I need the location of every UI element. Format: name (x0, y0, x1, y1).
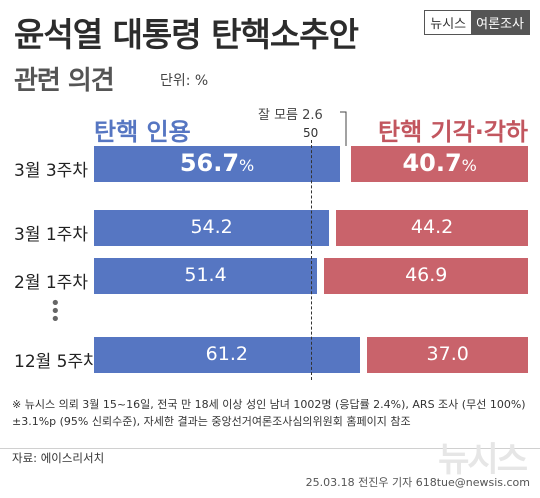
category-label: 12월 5주차 (14, 352, 99, 372)
value-text: 40.7 (402, 149, 462, 177)
brand-tag: 여론조사 (471, 11, 529, 34)
bar-oppose (351, 146, 528, 182)
bar-support (94, 210, 330, 246)
value-text: 51.4 (184, 264, 227, 286)
unit-label: 단위: % (160, 73, 209, 89)
value-label-support: 61.2 (206, 343, 248, 365)
category-label: 3월 3주차 (14, 161, 88, 181)
source-label: 자료: 에이스리서치 (12, 451, 105, 465)
legend-dont-know: 잘 모름 2.6 (258, 108, 323, 123)
brand-badge: 뉴시스 여론조사 (424, 10, 530, 35)
bar-oppose (336, 210, 528, 246)
bar-oppose (367, 337, 528, 373)
value-label-oppose: 37.0 (427, 343, 469, 365)
ellipsis-dots: • • • (50, 293, 61, 330)
category-label: 2월 1주차 (14, 273, 88, 293)
value-text: 44.2 (410, 216, 454, 238)
value-label-support: 54.2 (190, 216, 232, 238)
bar-support (94, 337, 360, 373)
watermark-logo: 뉴시스 (438, 440, 528, 480)
reference-line-50 (311, 140, 312, 380)
category-label: 3월 1주차 (14, 225, 88, 245)
brand-name: 뉴시스 (425, 11, 472, 34)
bar-support (94, 258, 318, 294)
value-label-oppose: 46.9 (405, 264, 447, 286)
bar-support (94, 146, 341, 182)
credit-line: 25.03.18 전진우 기자 618tue@newsis.com (305, 476, 530, 489)
value-unit: % (239, 156, 255, 175)
midline-label: 50 (303, 126, 319, 140)
footnote: ※ 뉴시스 의뢰 3월 15~16일, 전국 만 18세 이상 성인 남녀 10… (12, 398, 526, 428)
value-text: 37.0 (426, 343, 469, 365)
value-text: 56.7 (179, 149, 240, 177)
value-label-support: 51.4 (184, 264, 226, 286)
value-label-oppose: 40.7% (402, 149, 476, 177)
footer-divider (0, 448, 540, 449)
value-text: 61.2 (205, 343, 248, 365)
value-unit: % (461, 156, 477, 175)
legend-support: 탄핵 인용 (94, 118, 191, 146)
dont-know-bracket (340, 111, 347, 146)
chart-title: 윤석열 대통령 탄핵소추안 (14, 15, 359, 54)
chart-subtitle: 관련 의견 (14, 66, 115, 96)
bar-oppose (324, 258, 528, 294)
value-text: 54.2 (190, 216, 233, 238)
value-label-support: 56.7% (180, 149, 254, 177)
value-label-oppose: 44.2 (411, 216, 453, 238)
legend-oppose: 탄핵 기각·각하 (378, 118, 528, 146)
value-text: 46.9 (405, 264, 448, 286)
